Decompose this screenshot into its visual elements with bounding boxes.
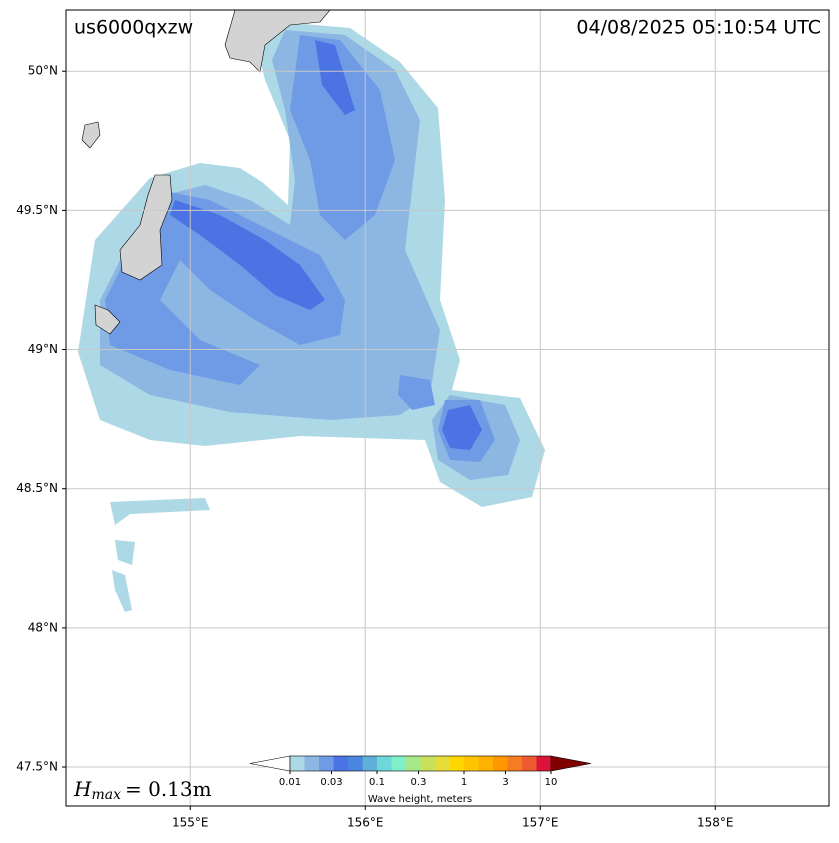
x-tick-label: 157°E (522, 816, 559, 830)
colorbar-swatch (478, 756, 494, 771)
colorbar-title: Wave height, meters (368, 794, 472, 805)
land (224, 10, 331, 73)
colorbar-tick-label: 0.03 (320, 777, 342, 788)
hmax-subscript: max (91, 787, 121, 803)
colorbar-swatch (348, 756, 363, 771)
land (119, 174, 173, 281)
y-tick-label: 49°N (28, 342, 58, 356)
colorbar-frame (289, 755, 552, 772)
colorbar-swatch (304, 756, 320, 771)
y-tick-label: 47.5°N (16, 760, 58, 774)
colorbar-tick-label: 3 (502, 777, 508, 788)
hmax-symbol: H (73, 777, 92, 801)
colorbar-tick-label: 0.1 (369, 777, 385, 788)
y-tick-label: 50°N (28, 64, 58, 78)
colorbar-swatch (391, 756, 407, 771)
land (81, 121, 101, 149)
x-tick-label: 158°E (697, 816, 734, 830)
y-tick-label: 48°N (28, 620, 58, 634)
timestamp: 04/08/2025 05:10:54 UTC (576, 17, 821, 39)
x-tick-label: 156°E (347, 816, 384, 830)
land (94, 304, 121, 335)
colorbar-swatch (507, 756, 523, 771)
colorbar-tick-label: 10 (545, 777, 558, 788)
colorbar-swatch (362, 756, 378, 771)
x-tick-label: 155°E (172, 816, 209, 830)
colorbar-tick-label: 1 (461, 777, 467, 788)
colorbar-swatch (435, 756, 450, 771)
colorbar-swatch (290, 756, 305, 771)
colorbar-swatch (319, 756, 334, 771)
colorbar-tick-label: 0.01 (279, 777, 301, 788)
y-tick-label: 48.5°N (16, 481, 58, 495)
wave-zone (110, 498, 210, 612)
colorbar-swatch (522, 756, 537, 771)
wave-zone (105, 35, 495, 462)
hmax-label: Hmax = 0.13m (73, 777, 212, 804)
colorbar-swatch (464, 756, 479, 771)
y-tick-label: 49.5°N (16, 203, 58, 217)
event-id: us6000qxzw (74, 17, 193, 39)
colorbar-swatch (406, 756, 421, 771)
colorbar-swatch (536, 756, 552, 771)
colorbar-swatch (493, 756, 508, 771)
colorbar-swatch (449, 756, 465, 771)
wave-field (78, 10, 545, 612)
colorbar-swatch (377, 756, 392, 771)
wave-zone (170, 40, 482, 450)
colorbar-swatch (420, 756, 436, 771)
colorbar-tick-label: 0.3 (411, 777, 427, 788)
colorbar: 0.01 0.03 0.1 0.3 1 3 10 (249, 755, 592, 788)
map-frame (65, 9, 830, 807)
hmax-value: = 0.13m (125, 777, 212, 801)
colorbar-swatch (333, 756, 349, 771)
